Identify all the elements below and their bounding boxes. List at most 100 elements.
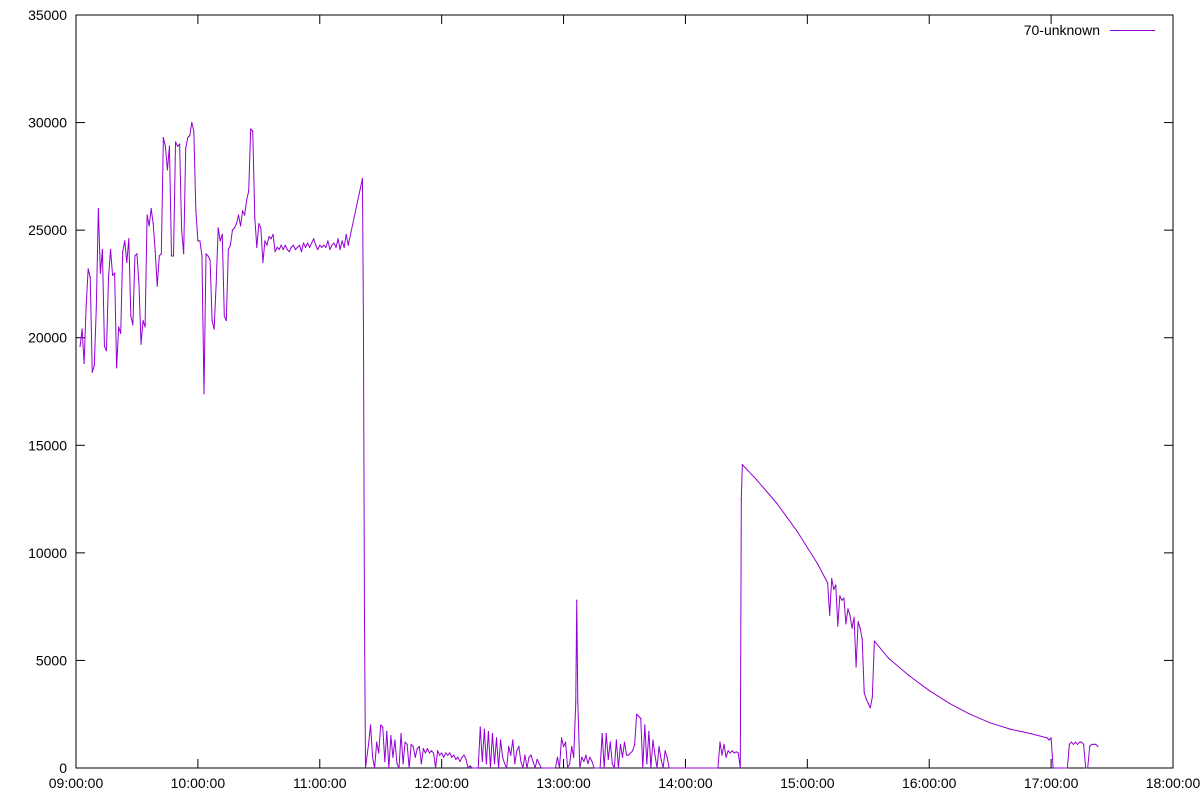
data-point — [571, 746, 572, 747]
data-point — [323, 245, 324, 246]
data-point — [339, 249, 340, 250]
data-point — [205, 253, 206, 254]
data-point — [305, 247, 306, 248]
y-tick-label: 0 — [59, 760, 67, 776]
x-tick-label: 17:00:00 — [1024, 775, 1079, 791]
data-point — [557, 757, 558, 758]
data-point — [543, 767, 544, 768]
data-point — [207, 255, 208, 256]
data-point — [1083, 744, 1084, 745]
data-point — [226, 320, 227, 321]
data-point — [669, 767, 670, 768]
data-point — [467, 767, 468, 768]
data-point — [86, 305, 87, 306]
data-point — [108, 277, 109, 278]
y-tick-label: 25000 — [28, 222, 67, 238]
data-point — [415, 757, 416, 758]
data-point — [849, 615, 850, 616]
data-point — [453, 754, 454, 755]
data-point — [151, 208, 152, 209]
data-point — [201, 255, 202, 256]
data-point — [270, 238, 271, 239]
data-point — [853, 617, 854, 618]
data-point — [329, 249, 330, 250]
data-point — [652, 739, 653, 740]
data-point — [510, 754, 511, 755]
data-point — [831, 578, 832, 579]
data-point — [126, 262, 127, 263]
data-point — [817, 563, 818, 564]
data-point — [199, 240, 200, 241]
data-point — [179, 143, 180, 144]
data-point — [506, 767, 507, 768]
legend-label-70-unknown: 70-unknown — [1024, 22, 1100, 38]
data-point — [1093, 744, 1094, 745]
data-point — [847, 608, 848, 609]
data-point — [218, 227, 219, 228]
data-point — [490, 767, 491, 768]
data-point — [203, 393, 204, 394]
data-point — [537, 759, 538, 760]
data-point — [663, 767, 664, 768]
data-point — [504, 763, 505, 764]
data-point — [281, 245, 282, 246]
data-point — [187, 137, 188, 138]
plot-frame — [76, 15, 1173, 768]
legend: 70-unknown — [1024, 22, 1155, 38]
data-point — [717, 767, 718, 768]
x-tick-label: 09:00:00 — [49, 775, 104, 791]
data-point — [185, 148, 186, 149]
data-point — [874, 640, 875, 641]
series-layer — [79, 122, 1098, 769]
x-tick-label: 13:00:00 — [536, 775, 591, 791]
data-point — [335, 247, 336, 248]
data-point — [740, 767, 741, 768]
data-point — [104, 346, 105, 347]
data-point — [421, 763, 422, 764]
x-tick-label: 11:00:00 — [293, 775, 347, 791]
data-point — [118, 326, 119, 327]
data-point — [327, 240, 328, 241]
data-point — [212, 320, 213, 321]
data-point — [333, 242, 334, 243]
data-point — [1091, 744, 1092, 745]
data-point — [618, 767, 619, 768]
data-point — [628, 754, 629, 755]
data-point — [301, 251, 302, 252]
data-point — [528, 757, 529, 758]
data-point — [197, 240, 198, 241]
data-point — [120, 333, 121, 334]
data-point — [256, 247, 257, 248]
data-point — [368, 744, 369, 745]
data-point — [855, 666, 856, 667]
data-point — [741, 498, 742, 499]
data-point — [868, 703, 869, 704]
data-point — [283, 249, 284, 250]
data-point — [195, 210, 196, 211]
data-point — [236, 223, 237, 224]
data-point — [591, 761, 592, 762]
data-point — [140, 344, 141, 345]
data-point — [1053, 767, 1054, 768]
data-point — [723, 744, 724, 745]
data-point — [413, 746, 414, 747]
data-point — [136, 253, 137, 254]
data-point — [378, 752, 379, 753]
data-point — [1073, 744, 1074, 745]
data-point — [860, 628, 861, 629]
data-point — [285, 245, 286, 246]
x-tick-label: 15:00:00 — [780, 775, 835, 791]
data-point — [482, 761, 483, 762]
data-point — [128, 238, 129, 239]
data-point — [626, 754, 627, 755]
data-point — [423, 748, 424, 749]
data-point — [110, 249, 111, 250]
data-point — [102, 249, 103, 250]
data-point — [449, 752, 450, 753]
data-point — [260, 227, 261, 228]
data-point — [508, 746, 509, 747]
data-point — [532, 761, 533, 762]
data-point — [864, 692, 865, 693]
data-point — [132, 324, 133, 325]
x-tick-label: 18:00:00 — [1146, 775, 1200, 791]
